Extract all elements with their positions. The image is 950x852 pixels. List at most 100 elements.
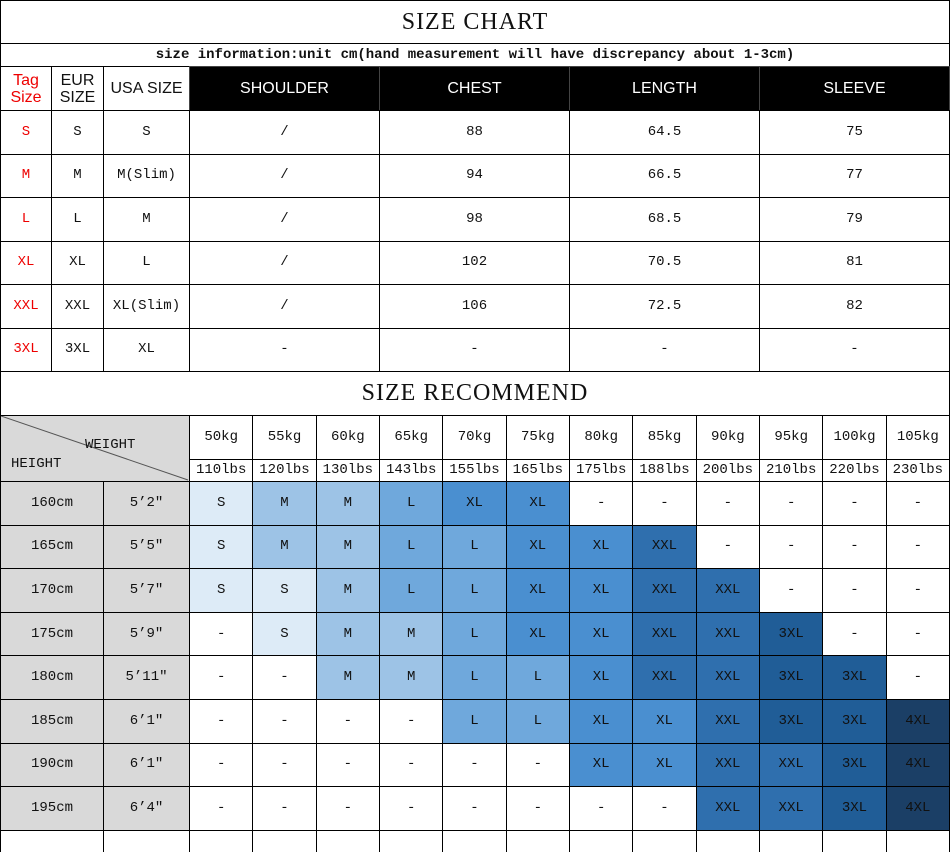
- weight-lbs: 143lbs: [379, 459, 444, 482]
- weight-kg: 95kg: [759, 415, 824, 460]
- recommended-size: L: [442, 611, 507, 657]
- empty-cell: [252, 829, 317, 852]
- recommended-size: -: [189, 699, 254, 744]
- column-header: CHEST: [379, 66, 570, 111]
- column-header: Tag Size: [0, 66, 52, 111]
- height-ft: 6’4″: [103, 786, 190, 831]
- recommended-size: -: [695, 481, 760, 526]
- recommended-size: XL: [569, 699, 634, 744]
- diagonal-line: [1, 416, 189, 481]
- size-cell: XL(Slim): [103, 284, 190, 329]
- recommended-size: XXL: [695, 742, 760, 788]
- recommended-size: L: [442, 524, 507, 570]
- empty-cell: [569, 829, 634, 852]
- recommended-size: M: [379, 611, 444, 657]
- weight-lbs: 175lbs: [569, 459, 634, 482]
- recommended-size: -: [885, 611, 950, 657]
- recommended-size: S: [252, 611, 317, 657]
- recommended-size: -: [252, 655, 317, 700]
- size-cell: M: [103, 197, 190, 242]
- size-cell: L: [103, 240, 190, 285]
- recommended-size: XXL: [632, 524, 697, 570]
- recommended-size: -: [759, 524, 824, 570]
- recommended-size: M: [252, 481, 317, 526]
- chart-title: SIZE CHART: [0, 0, 950, 44]
- corner-header: WEIGHT HEIGHT: [0, 415, 190, 482]
- recommended-size: L: [442, 568, 507, 613]
- recommended-size: -: [759, 481, 824, 526]
- height-cm: 170cm: [0, 568, 104, 613]
- weight-kg: 65kg: [379, 415, 444, 460]
- recommended-size: XXL: [695, 611, 760, 657]
- recommended-size: 4XL: [885, 786, 950, 831]
- recommended-size: M: [252, 524, 317, 570]
- recommended-size: L: [379, 524, 444, 570]
- height-ft: 6’1″: [103, 742, 190, 788]
- column-header: LENGTH: [569, 66, 760, 111]
- column-header: USA SIZE: [103, 66, 190, 111]
- recommended-size: XXL: [759, 786, 824, 831]
- recommended-size: L: [379, 481, 444, 526]
- recommended-size: -: [442, 742, 507, 788]
- height-ft: 6’1″: [103, 699, 190, 744]
- size-cell: XL: [0, 240, 52, 285]
- recommended-size: -: [759, 568, 824, 613]
- axis-header: WEIGHT: [85, 437, 136, 453]
- empty-cell: [0, 829, 104, 852]
- recommended-size: XXL: [695, 568, 760, 613]
- height-cm: 160cm: [0, 481, 104, 526]
- recommended-size: -: [379, 742, 444, 788]
- recommended-size: M: [315, 568, 380, 613]
- recommended-size: -: [315, 699, 380, 744]
- recommended-size: S: [252, 568, 317, 613]
- size-cell: /: [189, 110, 380, 155]
- empty-cell: [632, 829, 697, 852]
- recommended-size: M: [315, 481, 380, 526]
- size-cell: /: [189, 240, 380, 285]
- size-cell: -: [379, 327, 570, 372]
- recommended-size: -: [822, 524, 887, 570]
- weight-lbs: 165lbs: [505, 459, 570, 482]
- recommended-size: 4XL: [885, 742, 950, 788]
- recommended-size: -: [189, 611, 254, 657]
- recommended-size: -: [252, 742, 317, 788]
- weight-kg: 100kg: [822, 415, 887, 460]
- size-cell: M: [51, 153, 104, 198]
- size-cell: L: [51, 197, 104, 242]
- column-header: SLEEVE: [759, 66, 950, 111]
- height-cm: 175cm: [0, 611, 104, 657]
- recommended-size: XXL: [632, 568, 697, 613]
- recommended-size: -: [315, 786, 380, 831]
- size-cell: 75: [759, 110, 950, 155]
- size-cell: /: [189, 153, 380, 198]
- size-cell: S: [51, 110, 104, 155]
- recommended-size: XL: [569, 524, 634, 570]
- weight-lbs: 130lbs: [315, 459, 380, 482]
- recommended-size: XL: [569, 611, 634, 657]
- diagonal: [1, 416, 189, 481]
- size-cell: L: [0, 197, 52, 242]
- recommended-size: -: [569, 786, 634, 831]
- height-ft: 5’5″: [103, 524, 190, 570]
- column-header: EUR SIZE: [51, 66, 104, 111]
- empty-cell: [379, 829, 444, 852]
- recommended-size: L: [379, 568, 444, 613]
- recommended-size: -: [885, 481, 950, 526]
- empty-cell: [315, 829, 380, 852]
- size-cell: XL: [51, 240, 104, 285]
- recommended-size: 3XL: [822, 655, 887, 700]
- height-cm: 190cm: [0, 742, 104, 788]
- size-cell: 79: [759, 197, 950, 242]
- recommended-size: -: [442, 786, 507, 831]
- recommended-size: XL: [505, 568, 570, 613]
- size-cell: 106: [379, 284, 570, 329]
- recommended-size: XXL: [632, 611, 697, 657]
- weight-lbs: 200lbs: [695, 459, 760, 482]
- recommended-size: -: [379, 699, 444, 744]
- weight-kg: 50kg: [189, 415, 254, 460]
- recommended-size: XL: [505, 481, 570, 526]
- recommended-size: XXL: [632, 655, 697, 700]
- recommend-title: SIZE RECOMMEND: [0, 371, 950, 416]
- recommended-size: -: [885, 568, 950, 613]
